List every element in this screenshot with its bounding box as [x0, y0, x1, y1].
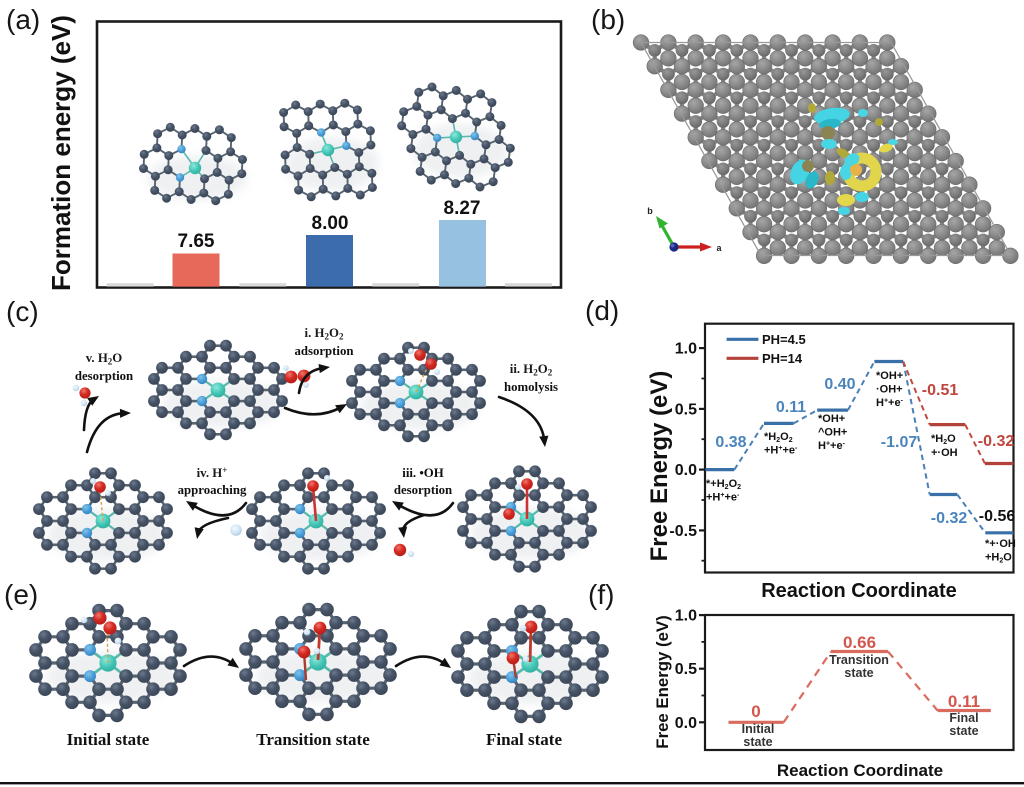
svg-text:H+​+e-​: H+​+e-​ [818, 440, 846, 452]
svg-text:Transition state: Transition state [256, 730, 370, 749]
svg-text:0.0: 0.0 [675, 462, 697, 479]
svg-text:^OH+: ^OH+ [818, 427, 847, 439]
svg-text:H+​+e-​: H+​+e-​ [876, 397, 904, 409]
svg-text:Initial: Initial [742, 722, 775, 736]
svg-text:Formation energy (eV): Formation energy (eV) [46, 15, 76, 291]
svg-text:8.00: 8.00 [312, 213, 349, 234]
svg-text:iv. H+​: iv. H+​ [197, 465, 228, 480]
svg-text:0.11: 0.11 [776, 399, 806, 416]
svg-text:-0.32: -0.32 [931, 510, 968, 527]
svg-text:+·OH: +·OH [931, 447, 958, 459]
svg-text:*OH+: *OH+ [818, 413, 845, 425]
svg-text:state: state [949, 724, 978, 738]
svg-text:approaching: approaching [178, 483, 247, 497]
svg-text:i. H2​O2​: i. H2​O2​ [305, 326, 344, 341]
svg-text:b: b [647, 206, 653, 216]
svg-text:0.66: 0.66 [843, 633, 876, 652]
svg-text:Transition: Transition [829, 653, 889, 667]
svg-text:*OH+: *OH+ [876, 370, 903, 382]
svg-text:PH=14: PH=14 [762, 351, 803, 366]
svg-text:Reaction Coordinate: Reaction Coordinate [777, 761, 943, 780]
svg-text:adsorption: adsorption [294, 344, 353, 358]
svg-text:(c): (c) [6, 296, 39, 327]
svg-text:+H2​O: +H2​O [985, 552, 1012, 565]
svg-text:0: 0 [751, 702, 760, 721]
svg-text:Final state: Final state [486, 730, 562, 749]
svg-text:-0.32: -0.32 [978, 433, 1015, 450]
svg-text:(e): (e) [4, 579, 38, 610]
svg-text:(a): (a) [6, 4, 40, 35]
svg-text:8.27: 8.27 [444, 198, 481, 219]
svg-text:Initial state: Initial state [67, 730, 150, 749]
svg-text:0.38: 0.38 [715, 434, 746, 451]
svg-text:ii. H2​O2​: ii. H2​O2​ [510, 362, 553, 377]
svg-text:iii. •OH: iii. •OH [402, 466, 443, 480]
svg-text:state: state [844, 666, 873, 680]
svg-text:(b): (b) [591, 4, 625, 35]
svg-text:Free Energy (eV): Free Energy (eV) [653, 615, 672, 748]
svg-text:0.5: 0.5 [675, 401, 697, 418]
svg-text:Final: Final [949, 711, 978, 725]
svg-text:*+H2​O2​: *+H2​O2​ [706, 478, 741, 491]
svg-text:PH=4.5: PH=4.5 [762, 332, 806, 347]
svg-text:*H2​O: *H2​O [931, 433, 956, 446]
svg-text:-0.56: -0.56 [979, 508, 1016, 525]
svg-text:0.40: 0.40 [824, 376, 855, 393]
svg-text:+H+​+e-​: +H+​+e-​ [706, 492, 740, 504]
svg-text:a: a [716, 243, 722, 253]
svg-text:desorption: desorption [394, 483, 452, 497]
svg-text:1.0: 1.0 [675, 608, 697, 625]
svg-text:*H2​O2​: *H2​O2​ [764, 431, 793, 444]
svg-text:desorption: desorption [75, 369, 133, 383]
svg-text:Free Energy (eV): Free Energy (eV) [646, 371, 673, 562]
svg-text:0.11: 0.11 [948, 692, 980, 711]
svg-text:1.0: 1.0 [675, 341, 697, 358]
svg-text:Reaction Coordinate: Reaction Coordinate [761, 580, 957, 602]
svg-text:-0.51: -0.51 [922, 382, 959, 399]
svg-text:-0.5: -0.5 [669, 523, 697, 540]
svg-text:-1.07: -1.07 [881, 434, 918, 451]
svg-text:(d): (d) [585, 295, 619, 326]
svg-text:+H+​+e-​: +H+​+e-​ [764, 445, 798, 457]
svg-text:state: state [743, 735, 772, 749]
svg-text:*+·OH: *+·OH [985, 538, 1016, 550]
svg-text:7.65: 7.65 [178, 231, 215, 252]
svg-text:v. H2​O: v. H2​O [86, 351, 123, 366]
svg-text:homolysis: homolysis [504, 380, 558, 394]
svg-text:·OH+: ·OH+ [876, 384, 903, 396]
svg-text:(f): (f) [588, 579, 614, 610]
svg-text:0.5: 0.5 [675, 661, 697, 678]
svg-text:0.0: 0.0 [675, 715, 697, 732]
